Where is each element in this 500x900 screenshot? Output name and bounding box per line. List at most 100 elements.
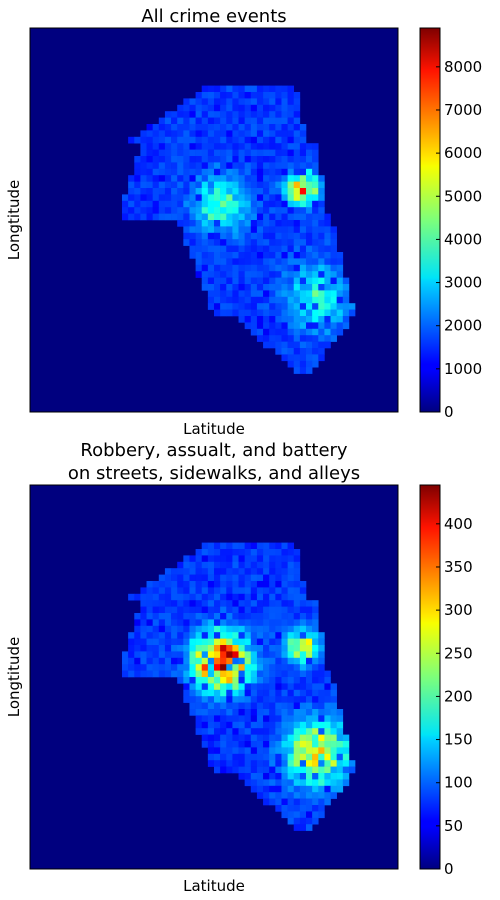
heatmap-cell [140, 606, 147, 614]
heatmap-cell [299, 779, 307, 787]
heatmap-cell [244, 322, 252, 330]
heatmap-cell [220, 613, 227, 620]
heatmap-cell [195, 593, 203, 601]
heatmap-cell [293, 741, 301, 748]
heatmap-cell [250, 581, 258, 588]
heatmap-cell [164, 568, 172, 575]
heatmap-cell [207, 645, 215, 652]
heatmap-cell [299, 239, 307, 246]
heatmap-cell [183, 561, 190, 569]
heatmap-cell [164, 613, 172, 620]
heatmap-cell [214, 264, 221, 272]
heatmap-cell [281, 715, 288, 723]
heatmap-cell [306, 168, 313, 176]
heatmap-cell [293, 104, 301, 112]
heatmap-cell [232, 162, 239, 170]
heatmap-cell [207, 625, 215, 633]
heatmap-cell [250, 226, 258, 234]
heatmap-cell [293, 271, 301, 278]
heatmap-cell [299, 824, 307, 831]
heatmap-cell [263, 542, 270, 550]
heatmap-cell [299, 721, 307, 729]
heatmap-cell [146, 657, 153, 665]
heatmap-cell [250, 638, 258, 646]
heatmap-cell [214, 645, 221, 652]
colorbar-tick-label: 400 [444, 515, 473, 533]
heatmap-cell [287, 130, 295, 138]
heatmap-cell [140, 200, 147, 208]
heatmap-cell [226, 581, 233, 588]
heatmap-cell [201, 156, 209, 163]
heatmap-cell [275, 798, 282, 806]
heatmap-cell [269, 245, 276, 253]
heatmap-cell [177, 625, 184, 633]
heatmap-cell [201, 130, 209, 138]
heatmap-cell [256, 625, 264, 633]
heatmap-cell [275, 341, 282, 349]
heatmap-cell [318, 689, 325, 697]
heatmap-cell [171, 632, 178, 639]
heatmap-cell [146, 632, 153, 639]
heatmap-cell [312, 181, 319, 189]
heatmap-cell [263, 149, 270, 157]
heatmap-cell [201, 136, 209, 144]
heatmap-cell [226, 549, 233, 556]
heatmap-cell [275, 747, 282, 755]
heatmap-cell [232, 309, 239, 317]
heatmap-cell [269, 677, 276, 684]
heatmap-cell [134, 200, 141, 208]
heatmap-cell [201, 98, 209, 106]
heatmap-cell [140, 207, 147, 214]
heatmap-cell [214, 194, 221, 202]
heatmap-cell [220, 638, 227, 646]
heatmap-cell [238, 277, 245, 285]
heatmap-cell [238, 638, 245, 646]
heatmap-cell [275, 715, 282, 723]
heatmap-cell [275, 696, 282, 703]
heatmap-cell [146, 194, 153, 202]
heatmap-cell [201, 728, 209, 735]
heatmap-cell [232, 175, 239, 182]
heatmap-cell [281, 117, 288, 125]
heatmap-cell [158, 175, 166, 182]
heatmap-cell [232, 124, 239, 131]
heatmap-cell [318, 811, 325, 819]
heatmap-cell [318, 651, 325, 659]
heatmap-cell [207, 613, 215, 620]
heatmap-cell [122, 657, 129, 665]
heatmap-cell [287, 239, 295, 246]
heatmap-cell [281, 136, 288, 144]
heatmap-cell [324, 779, 331, 787]
heatmap-cell [269, 561, 276, 569]
heatmap-cell [214, 290, 221, 298]
heatmap-cell [238, 316, 245, 323]
heatmap-cell [293, 316, 301, 323]
heatmap-cell [201, 606, 209, 614]
heatmap-cell [299, 335, 307, 342]
heatmap-cell [164, 625, 172, 633]
heatmap-cell [299, 354, 307, 362]
heatmap-cell [214, 549, 221, 556]
heatmap-cell [324, 677, 331, 684]
heatmap-cell [171, 625, 178, 633]
heatmap-cell [226, 296, 233, 304]
heatmap-cell [195, 188, 203, 195]
heatmap-cell [256, 117, 264, 125]
heatmap-cell [312, 200, 319, 208]
heatmap-cell [269, 606, 276, 614]
heatmap-cell [177, 149, 184, 157]
heatmap-cell [263, 632, 270, 639]
heatmap-cell [256, 606, 264, 614]
heatmap-cell [232, 600, 239, 607]
heatmap-cell [207, 264, 215, 272]
heatmap-cell [195, 555, 203, 563]
heatmap-cell [299, 709, 307, 716]
heatmap-cell [293, 277, 301, 285]
heatmap-cell [306, 296, 313, 304]
heatmap-cell [263, 664, 270, 671]
heatmap-cell [164, 200, 172, 208]
heatmap-cell [293, 593, 301, 601]
heatmap-cell [275, 632, 282, 639]
heatmap-cell [312, 341, 319, 349]
heatmap-cell [275, 162, 282, 170]
